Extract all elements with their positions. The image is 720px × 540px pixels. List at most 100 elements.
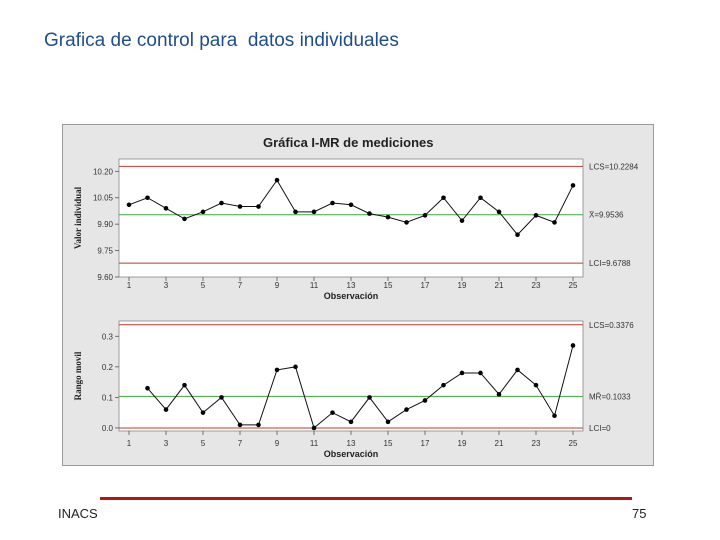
data-point [145,385,150,391]
data-point [570,343,576,348]
x-tick-label: 3 [164,439,169,448]
data-point [293,364,298,370]
data-point [552,413,557,419]
data-point [182,216,187,222]
data-point [533,382,539,388]
x-tick-label: 7 [238,439,243,448]
data-point [496,392,502,397]
data-point [256,422,261,428]
control-line-label: X̄=9.9536 [589,211,624,220]
data-point [404,407,409,412]
data-point [385,214,391,220]
y-tick-label: 0.0 [102,424,114,433]
y-tick-label: 9.90 [97,220,113,229]
data-point [274,367,280,373]
y-tick-label: 0.3 [102,332,114,341]
y-tick-label: 10.05 [93,194,114,203]
data-point [367,395,372,400]
x-tick-label: 25 [569,439,578,448]
x-tick-label: 1 [127,439,132,448]
data-point [348,202,354,208]
y-axis-label: Rango movil [73,351,83,400]
data-point [422,213,428,218]
x-tick-label: 21 [495,281,504,290]
control-line-label: LCI=0 [589,424,611,433]
data-point [163,407,169,412]
data-point [367,211,372,216]
x-tick-label: 9 [275,439,280,448]
control-line-label: LCI=9.6788 [589,259,631,268]
control-line-label: LCS=10.2284 [589,162,639,171]
x-tick-label: 5 [201,439,206,448]
data-point [441,382,446,388]
data-point [496,209,502,215]
data-point [459,370,465,376]
x-tick-label: 23 [532,439,541,448]
y-tick-label: 0.1 [102,393,114,402]
x-axis-label: Observación [324,449,379,459]
data-point [441,195,446,201]
data-point [256,204,261,209]
footer-label: INACS [58,506,98,521]
data-point [311,209,317,215]
x-tick-label: 21 [495,439,504,448]
data-point [330,410,335,415]
y-tick-label: 9.75 [97,247,113,256]
data-point [348,419,354,425]
x-tick-label: 19 [458,281,467,290]
y-tick-label: 9.60 [97,273,113,282]
y-tick-label: 10.20 [93,167,114,176]
y-axis-label: Valor individual [73,186,83,249]
x-tick-label: 23 [532,281,541,290]
page-number: 75 [632,506,647,521]
x-tick-label: 13 [347,281,356,290]
data-point [200,209,206,215]
data-point [237,204,243,209]
x-tick-label: 5 [201,281,206,290]
y-tick-label: 0.2 [102,363,114,372]
data-point [311,425,317,431]
chart-title: Gráfica I-MR de mediciones [263,135,434,150]
x-tick-label: 25 [569,281,578,290]
x-tick-label: 19 [458,439,467,448]
chart-frame: Gráfica I-MR de mediciones 9.60 9.75 9.90 10… [62,124,654,466]
x-tick-label: 17 [421,281,430,290]
x-tick-label: 7 [238,281,243,290]
x-tick-label: 11 [310,439,319,448]
data-point [404,220,409,225]
data-point [163,206,169,211]
data-point [533,213,539,218]
plot-area-1 [118,158,584,278]
data-point [515,232,520,238]
data-point [182,382,187,388]
data-point [237,422,243,428]
data-point [126,202,132,208]
data-point [478,195,483,201]
data-point [570,183,576,188]
data-point [330,200,335,206]
data-point [219,395,224,400]
x-tick-label: 3 [164,281,169,290]
control-line-label: MR̄=0.1033 [589,392,631,401]
x-tick-label: 11 [310,281,319,290]
x-tick-label: 13 [347,439,356,448]
data-point [274,177,280,183]
data-point [515,367,520,373]
x-axis-label: Observación [324,291,379,301]
x-tick-label: 1 [127,281,132,290]
slide-title: Grafica de control para datos individual… [44,30,399,51]
data-point [200,410,206,415]
data-point [422,398,428,403]
data-point [293,209,298,215]
x-tick-label: 15 [384,281,393,290]
data-point [219,200,224,206]
data-point [145,195,150,201]
x-tick-label: 15 [384,439,393,448]
x-tick-label: 9 [275,281,280,290]
data-point [385,419,391,425]
data-point [478,370,483,376]
control-chart: Gráfica I-MR de mediciones9.609.759.9010… [73,135,639,459]
footer-divider [100,497,632,500]
series-line [147,345,574,429]
x-tick-label: 17 [421,439,430,448]
